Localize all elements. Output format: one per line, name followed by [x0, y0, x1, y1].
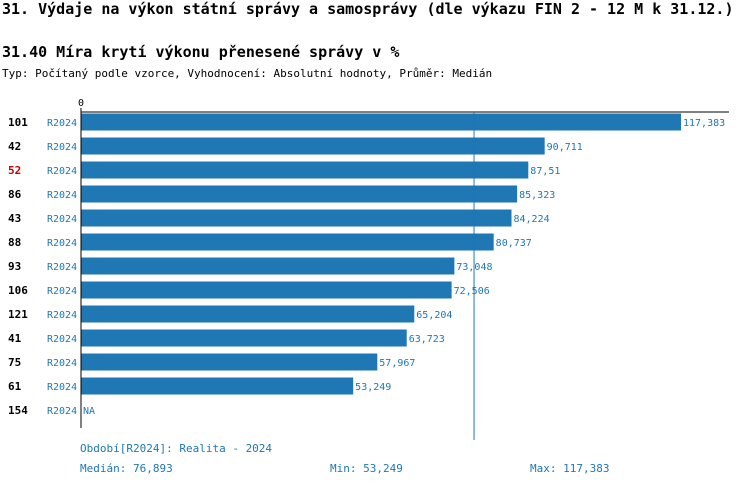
row-period-label: R2024: [47, 406, 77, 417]
row-id-label: 52: [8, 164, 21, 177]
bar-value-label: 72,506: [454, 286, 490, 297]
row-period-label: R2024: [47, 358, 77, 369]
row-period-label: R2024: [47, 142, 77, 153]
bar: [81, 257, 455, 275]
bar: [81, 137, 545, 155]
bar: [81, 209, 512, 227]
bar-value-label: 87,51: [530, 166, 560, 177]
row-id-label: 88: [8, 236, 21, 249]
bar-value-label: NA: [83, 406, 95, 417]
footer-min: Min: 53,249: [330, 462, 403, 475]
row-id-label: 106: [8, 284, 28, 297]
row-period-label: R2024: [47, 118, 77, 129]
bar-value-label: 117,383: [683, 118, 725, 129]
row-period-label: R2024: [47, 382, 77, 393]
bar-value-label: 90,711: [547, 142, 583, 153]
bar-value-label: 63,723: [409, 334, 445, 345]
row-period-label: R2024: [47, 334, 77, 345]
footer-period: Období[R2024]: Realita - 2024: [80, 442, 273, 455]
bar: [81, 377, 354, 395]
chart-meta: Typ: Počítaný podle vzorce, Vyhodnocení:…: [2, 67, 493, 80]
row-id-label: 42: [8, 140, 21, 153]
bar-value-label: 85,323: [519, 190, 555, 201]
row-id-label: 75: [8, 356, 21, 369]
row-id-label: 154: [8, 404, 28, 417]
bar-value-label: 84,224: [514, 214, 550, 225]
row-id-label: 61: [8, 380, 22, 393]
bar: [81, 113, 681, 131]
chart-subtitle: 31.40 Míra krytí výkonu přenesené správy…: [2, 43, 400, 61]
footer-median: Medián: 76,893: [80, 462, 173, 475]
row-period-label: R2024: [47, 286, 77, 297]
row-period-label: R2024: [47, 190, 77, 201]
bar: [81, 161, 529, 179]
row-id-label: 93: [8, 260, 21, 273]
bar-value-label: 65,204: [416, 310, 452, 321]
bar: [81, 233, 494, 251]
row-period-label: R2024: [47, 214, 77, 225]
row-id-label: 86: [8, 188, 22, 201]
footer-max: Max: 117,383: [530, 462, 610, 475]
zero-tick-label: 0: [78, 98, 84, 109]
bar: [81, 281, 452, 299]
row-period-label: R2024: [47, 262, 77, 273]
row-id-label: 43: [8, 212, 21, 225]
row-period-label: R2024: [47, 310, 77, 321]
bar: [81, 329, 407, 347]
bar: [81, 353, 378, 371]
chart-title: 31. Výdaje na výkon státní správy a samo…: [2, 0, 734, 18]
row-id-label: 121: [8, 308, 28, 321]
bar-value-label: 53,249: [355, 382, 391, 393]
row-id-label: 41: [8, 332, 22, 345]
bar-value-label: 57,967: [379, 358, 415, 369]
row-id-label: 101: [8, 116, 28, 129]
row-period-label: R2024: [47, 166, 77, 177]
bar: [81, 185, 518, 203]
bar: [81, 305, 415, 323]
row-period-label: R2024: [47, 238, 77, 249]
bar-value-label: 80,737: [496, 238, 532, 249]
